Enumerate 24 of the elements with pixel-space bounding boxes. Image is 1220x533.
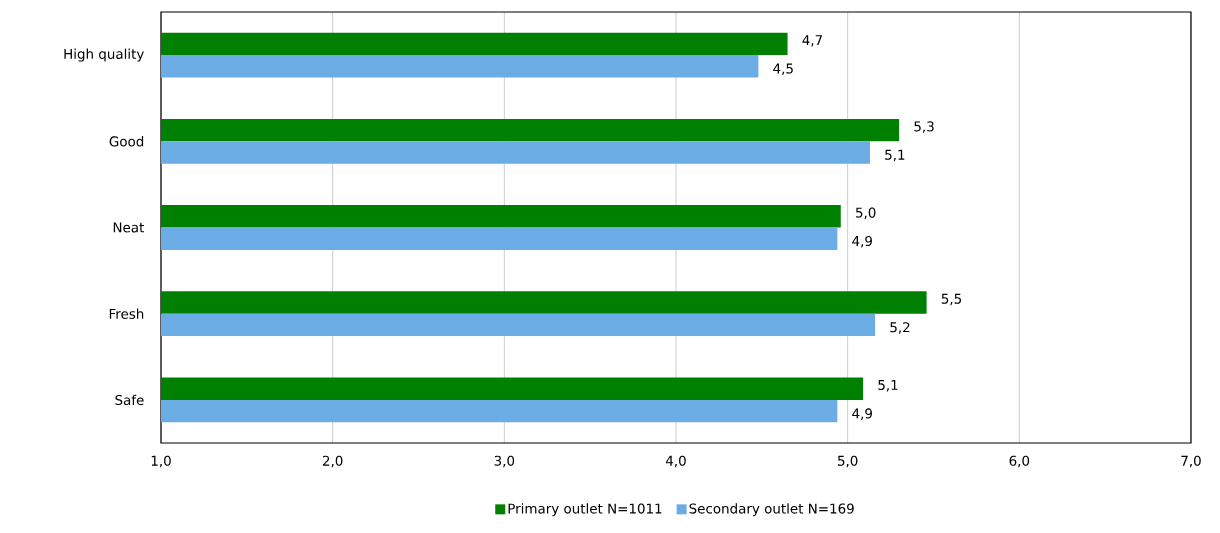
x-tick-label: 3,0 [494,455,515,468]
x-tick-label: 6,0 [1009,455,1030,468]
data-label: 4,9 [852,235,872,248]
y-tick-label: Good [109,136,144,147]
y-tick-label: Safe [115,394,144,406]
x-tick-label: 4,0 [665,455,686,468]
x-tick-label: 5,0 [837,455,858,468]
legend-label: Secondary outlet N=169 [689,503,854,517]
data-label: 5,1 [885,149,905,162]
data-label: 4,7 [802,35,822,47]
data-label: 5,3 [914,121,934,133]
legend-label: Primary outlet N=1011 [508,503,662,517]
data-label: 5,1 [878,380,898,392]
x-tick-label: 1,0 [151,455,171,468]
x-tick-label: 7,0 [1181,455,1201,468]
data-label: 5,0 [856,207,876,220]
data-label: 5,5 [941,293,962,306]
y-tick-label: High quality [64,48,144,62]
data-label: 5,2 [890,322,910,334]
y-tick-label: Fresh [109,308,144,319]
x-tick-label: 2,0 [322,455,343,468]
data-label: 4,9 [852,408,872,420]
y-tick-label: Neat [113,222,144,233]
data-label: 4,5 [773,63,793,75]
